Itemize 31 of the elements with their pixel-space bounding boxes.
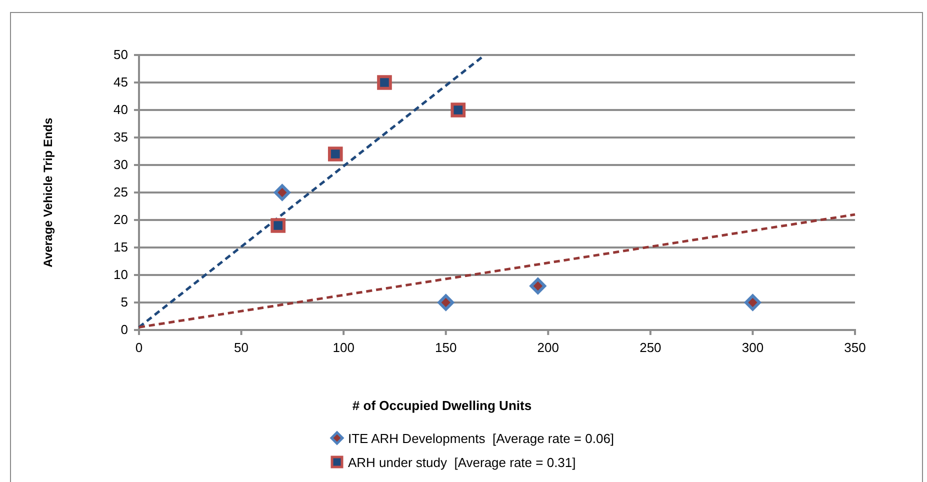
x-tick-label: 100: [332, 340, 354, 356]
y-tick-label: 0: [120, 322, 128, 338]
point: [328, 146, 343, 162]
x-tick-label: 300: [742, 340, 764, 356]
x-tick-label: 0: [135, 340, 143, 356]
y-axis-title: Average Vehicle Trip Ends: [41, 117, 55, 268]
y-tick-label: 5: [120, 294, 128, 310]
y-tick-label: 40: [114, 102, 128, 118]
legend-label: ITE ARH Developments [Average rate = 0.06]: [348, 431, 614, 446]
legend-label: ARH under study [Average rate = 0.31]: [348, 455, 576, 470]
x-tick-label: 200: [537, 340, 559, 356]
point: [274, 184, 290, 201]
y-tick-label: 45: [114, 74, 128, 90]
y-tick-label: 20: [114, 212, 128, 228]
y-tick-label: 15: [114, 240, 128, 255]
point: [438, 294, 454, 311]
y-tick-label: 30: [114, 157, 128, 172]
point: [377, 75, 392, 90]
point: [270, 218, 286, 233]
x-tick-label: 50: [234, 340, 249, 356]
x-axis-title: # of Occupied Dwelling Units: [352, 398, 532, 413]
x-tick-label: 250: [640, 340, 662, 356]
y-tick-label: 35: [114, 130, 128, 145]
point: [744, 294, 761, 311]
x-tick-label: 150: [435, 340, 457, 356]
x-tick-label: 350: [844, 340, 866, 356]
point: [530, 278, 546, 294]
point: [450, 102, 466, 118]
y-tick-label: 10: [114, 267, 128, 282]
y-tick-label: 25: [114, 184, 128, 200]
y-tick-label: 50: [114, 47, 128, 62]
